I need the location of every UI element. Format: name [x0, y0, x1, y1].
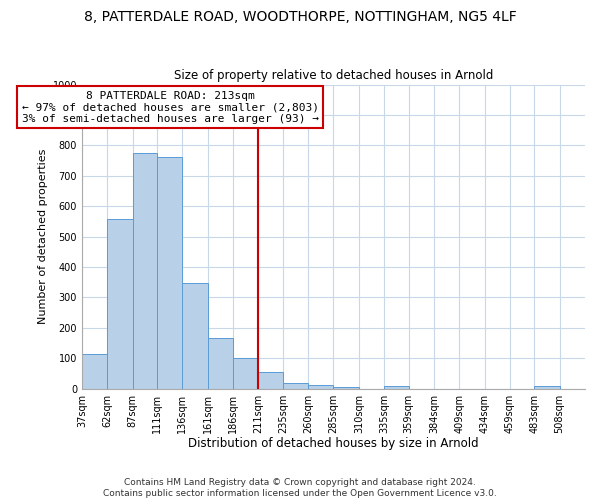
Bar — [334, 387, 359, 388]
Bar — [308, 385, 334, 388]
Y-axis label: Number of detached properties: Number of detached properties — [38, 149, 49, 324]
Title: Size of property relative to detached houses in Arnold: Size of property relative to detached ho… — [174, 69, 493, 82]
Bar — [534, 386, 560, 388]
Bar — [208, 338, 233, 388]
Bar — [107, 219, 133, 388]
Bar — [283, 382, 308, 388]
Text: Contains HM Land Registry data © Crown copyright and database right 2024.
Contai: Contains HM Land Registry data © Crown c… — [103, 478, 497, 498]
Bar — [384, 386, 409, 388]
Bar — [133, 153, 157, 388]
Bar — [157, 157, 182, 388]
Bar — [182, 283, 208, 389]
Bar — [259, 372, 283, 388]
X-axis label: Distribution of detached houses by size in Arnold: Distribution of detached houses by size … — [188, 437, 479, 450]
Text: 8 PATTERDALE ROAD: 213sqm
← 97% of detached houses are smaller (2,803)
3% of sem: 8 PATTERDALE ROAD: 213sqm ← 97% of detac… — [22, 90, 319, 124]
Bar — [82, 354, 107, 388]
Text: 8, PATTERDALE ROAD, WOODTHORPE, NOTTINGHAM, NG5 4LF: 8, PATTERDALE ROAD, WOODTHORPE, NOTTINGH… — [83, 10, 517, 24]
Bar — [233, 358, 259, 388]
